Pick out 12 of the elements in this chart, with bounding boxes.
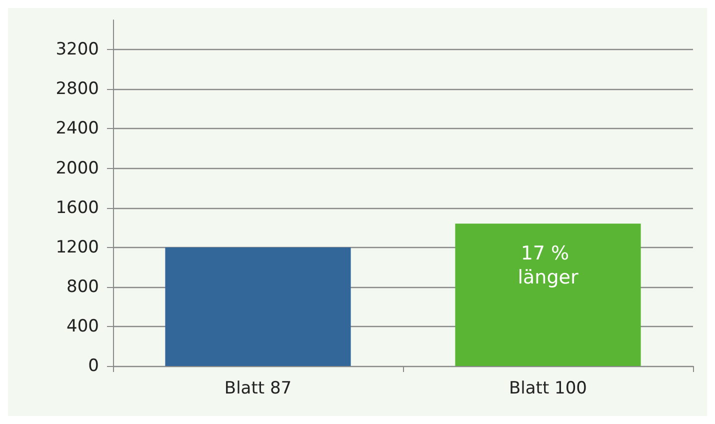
y-tick-label: 2800	[56, 79, 99, 100]
annotation: 17 % länger	[518, 242, 578, 289]
x-tick-label: Blatt 100	[509, 378, 587, 398]
y-tick-label: 1200	[56, 237, 99, 258]
x-tick-label: Blatt 87	[224, 378, 292, 398]
y-tick-label: 2000	[56, 158, 99, 178]
y-tick-label: 0	[88, 356, 99, 376]
y-tick-label: 800	[66, 276, 99, 297]
y-tick-label: 400	[66, 316, 99, 336]
y-tick-label: 3200	[56, 40, 99, 60]
y-tick-label: 1600	[56, 198, 99, 218]
y-tick-label: 2400	[56, 118, 99, 139]
